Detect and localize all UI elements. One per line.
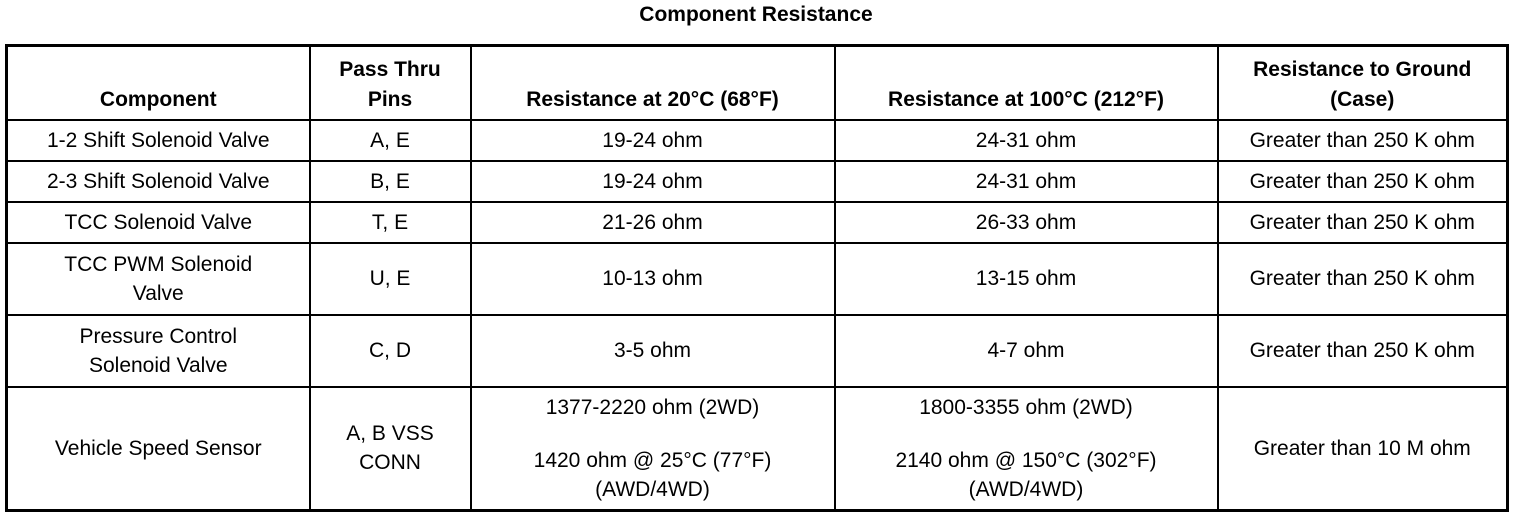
- cell-resistance-to-ground: Greater than 250 K ohm: [1216, 241, 1509, 316]
- cell-resistance-to-ground: Greater than 250 K ohm: [1216, 118, 1509, 162]
- cell-pins: T, E: [308, 200, 472, 244]
- cell-component: 2-3 Shift Solenoid Valve: [5, 159, 311, 203]
- table-row: 2-3 Shift Solenoid Valve B, E 19-24 ohm …: [5, 159, 1509, 203]
- page-title: Component Resistance: [639, 3, 873, 26]
- table-row: TCC Solenoid Valve T, E 21-26 ohm 26-33 …: [5, 200, 1509, 244]
- cell-component: Vehicle Speed Sensor: [5, 385, 311, 512]
- cell-resistance-20c: 1377-2220 ohm (2WD) 1420 ohm @ 25°C (77°…: [469, 385, 836, 512]
- cell-component: TCC PWM Solenoid Valve: [5, 241, 311, 316]
- table-row: 1-2 Shift Solenoid Valve A, E 19-24 ohm …: [5, 118, 1509, 162]
- header-resistance-to-ground: Resistance to Ground (Case): [1216, 44, 1509, 121]
- cell-resistance-to-ground: Greater than 10 M ohm: [1216, 385, 1509, 512]
- cell-resistance-to-ground: Greater than 250 K ohm: [1216, 159, 1509, 203]
- table-row: Vehicle Speed Sensor A, B VSS CONN 1377-2…: [5, 385, 1509, 512]
- cell-component: TCC Solenoid Valve: [5, 200, 311, 244]
- cell-resistance-100c: 24-31 ohm: [833, 118, 1219, 162]
- cell-resistance-20c: 10-13 ohm: [469, 241, 836, 316]
- header-resistance-100c: Resistance at 100°C (212°F): [833, 44, 1219, 121]
- cell-pins: A, E: [308, 118, 472, 162]
- cell-resistance-100c: 1800-3355 ohm (2WD) 2140 ohm @ 150°C (30…: [833, 385, 1219, 512]
- table-header-row: Component Pass Thru Pins Resistance at 20…: [5, 44, 1509, 121]
- header-resistance-20c: Resistance at 20°C (68°F): [469, 44, 836, 121]
- cell-pins: C, D: [308, 313, 472, 388]
- cell-component: Pressure Control Solenoid Valve: [5, 313, 311, 388]
- cell-resistance-20c: 19-24 ohm: [469, 118, 836, 162]
- header-pass-thru-pins: Pass Thru Pins: [308, 44, 472, 121]
- table-row: TCC PWM Solenoid Valve U, E 10-13 ohm 13-…: [5, 241, 1509, 316]
- cell-resistance-to-ground: Greater than 250 K ohm: [1216, 313, 1509, 388]
- header-component: Component: [5, 44, 311, 121]
- cell-pins: A, B VSS CONN: [308, 385, 472, 512]
- cell-component: 1-2 Shift Solenoid Valve: [5, 118, 311, 162]
- cell-resistance-100c: 13-15 ohm: [833, 241, 1219, 316]
- cell-resistance-20c: 21-26 ohm: [469, 200, 836, 244]
- cell-pins: B, E: [308, 159, 472, 203]
- cell-resistance-100c: 24-31 ohm: [833, 159, 1219, 203]
- cell-resistance-to-ground: Greater than 250 K ohm: [1216, 200, 1509, 244]
- cell-resistance-100c: 26-33 ohm: [833, 200, 1219, 244]
- cell-resistance-100c: 4-7 ohm: [833, 313, 1219, 388]
- table-row: Pressure Control Solenoid Valve C, D 3-5 …: [5, 313, 1509, 388]
- component-resistance-table: Component Pass Thru Pins Resistance at 20…: [5, 44, 1509, 512]
- cell-resistance-20c: 19-24 ohm: [469, 159, 836, 203]
- cell-resistance-20c: 3-5 ohm: [469, 313, 836, 388]
- cell-pins: U, E: [308, 241, 472, 316]
